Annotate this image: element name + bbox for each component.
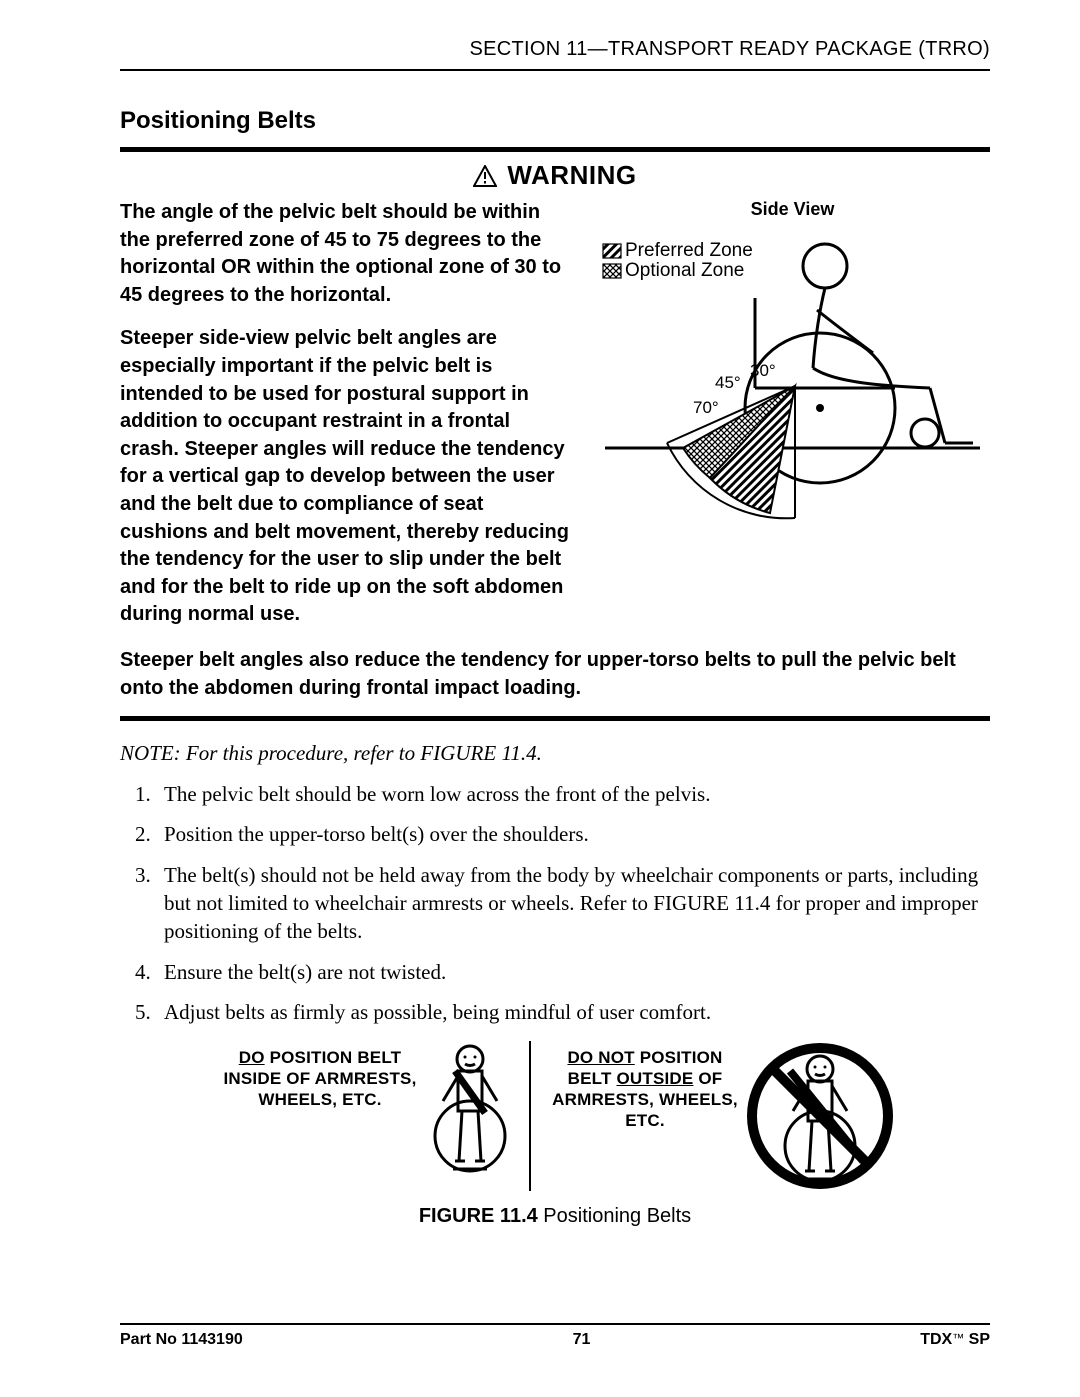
figure-row: DO POSITION BELT INSIDE OF ARMRESTS, WHE…	[120, 1041, 990, 1191]
angle-70: 70°	[693, 398, 719, 417]
do-label: DO POSITION BELT INSIDE OF ARMRESTS, WHE…	[215, 1041, 425, 1111]
warning-label: WARNING	[507, 160, 636, 191]
footer-page-number: 71	[573, 1331, 591, 1349]
section-header: SECTION 11—TRANSPORT READY PACKAGE (TRRO…	[120, 38, 990, 61]
legend-preferred: Preferred Zone	[625, 240, 753, 261]
figure-caption: FIGURE 11.4 Positioning Belts	[120, 1205, 990, 1228]
warning-body: The angle of the pelvic belt should be w…	[120, 199, 990, 645]
footer-model: TDX™ SP	[920, 1331, 990, 1349]
warning-para-3: Steeper belt angles also reduce the tend…	[120, 647, 990, 702]
side-view-diagram: Preferred Zone Optional Zone	[595, 238, 990, 548]
step-3: The belt(s) should not be held away from…	[156, 861, 990, 946]
page: SECTION 11—TRANSPORT READY PACKAGE (TRRO…	[0, 0, 1080, 1397]
warning-para-1: The angle of the pelvic belt should be w…	[120, 199, 569, 309]
subsection-title: Positioning Belts	[120, 107, 990, 135]
dont-label: DO NOT POSITION BELT OUTSIDE OF ARMRESTS…	[545, 1041, 745, 1132]
step-1: The pelvic belt should be worn low acros…	[156, 780, 990, 808]
footer-rule	[120, 1323, 990, 1325]
warning-text-column: The angle of the pelvic belt should be w…	[120, 199, 569, 645]
warning-triangle-icon	[473, 165, 497, 187]
steps-list: The pelvic belt should be worn low acros…	[120, 780, 990, 1026]
side-view-column: Side View Preferred Zone	[595, 199, 990, 645]
correct-belt-icon	[425, 1041, 515, 1181]
side-view-title: Side View	[595, 199, 990, 220]
step-4: Ensure the belt(s) are not twisted.	[156, 958, 990, 986]
step-2: Position the upper-torso belt(s) over th…	[156, 820, 990, 848]
warning-para-2: Steeper side-view pelvic belt angles are…	[120, 325, 569, 629]
page-footer: Part No 1143190 71 TDX™ SP	[120, 1323, 990, 1349]
figure-divider	[529, 1041, 531, 1191]
warning-heading: WARNING	[120, 160, 990, 191]
incorrect-belt-icon	[745, 1041, 895, 1191]
warning-bottom-rule	[120, 716, 990, 721]
step-5: Adjust belts as firmly as possible, bein…	[156, 998, 990, 1026]
angle-30: 30°	[750, 361, 776, 380]
angle-45: 45°	[715, 373, 741, 392]
legend-optional: Optional Zone	[625, 260, 744, 281]
note-line: NOTE: For this procedure, refer to FIGUR…	[120, 741, 990, 766]
header-rule	[120, 69, 990, 71]
footer-part-no: Part No 1143190	[120, 1331, 243, 1349]
warning-top-rule	[120, 147, 990, 152]
